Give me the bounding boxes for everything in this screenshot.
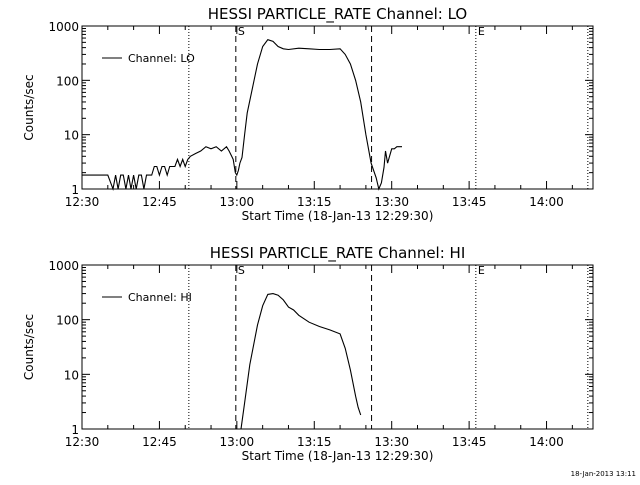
chart2-x-tick-label: 13:15 xyxy=(297,435,332,449)
chart1-x-tick-label: 13:15 xyxy=(297,195,332,209)
chart2-frame xyxy=(81,264,594,430)
chart1-y-tick-label: 1000 xyxy=(48,20,79,34)
chart2-title: HESSI PARTICLE_RATE Channel: HI xyxy=(210,244,466,263)
chart1-x-tick-label: 13:30 xyxy=(374,195,409,209)
chart1-y-axis-label: Counts/sec xyxy=(22,74,36,140)
chart2-x-tick-label: 13:00 xyxy=(220,435,255,449)
chart2-y-tick-label: 1000 xyxy=(48,259,79,273)
chart2-x-tick-label: 12:45 xyxy=(142,435,177,449)
chart2-x-tick-label: 14:00 xyxy=(529,435,564,449)
chart1-x-tick-label: 12:45 xyxy=(142,195,177,209)
chart1-marker-label: E xyxy=(478,25,485,38)
chart1-x-tick-label: 14:00 xyxy=(529,195,564,209)
chart1-y-tick-label: 1 xyxy=(71,183,79,197)
chart2-legend-label: Channel: HI xyxy=(128,291,192,304)
chart1-series-line xyxy=(82,39,402,192)
chart1-x-tick-label: 12:30 xyxy=(65,195,100,209)
chart2-series-line xyxy=(240,293,362,430)
chart1-y-tick-label: 100 xyxy=(56,74,79,88)
chart1-marker-label: S xyxy=(238,25,245,38)
chart2-y-tick-label: 1 xyxy=(71,423,79,437)
chart2-x-tick-label: 13:45 xyxy=(452,435,487,449)
chart1-x-tick-label: 13:45 xyxy=(452,195,487,209)
chart1-legend-label: Channel: LO xyxy=(128,52,195,65)
chart1-x-axis-label: Start Time (18-Jan-13 12:29:30) xyxy=(242,209,434,223)
chart2-x-axis-label: Start Time (18-Jan-13 12:29:30) xyxy=(242,449,434,463)
chart2-marker-label: S xyxy=(238,264,245,277)
chart2-y-tick-label: 100 xyxy=(56,314,79,328)
chart2-x-tick-label: 13:30 xyxy=(374,435,409,449)
chart2-y-tick-label: 10 xyxy=(64,368,79,382)
chart2-y-axis-label: Counts/sec xyxy=(22,314,36,380)
chart1-x-tick-label: 13:00 xyxy=(220,195,255,209)
chart1-frame xyxy=(81,25,594,190)
chart2-marker-label: E xyxy=(478,264,485,277)
chart1-title: HESSI PARTICLE_RATE Channel: LO xyxy=(208,5,467,24)
chart2-x-tick-label: 12:30 xyxy=(65,435,100,449)
chart1-y-tick-label: 10 xyxy=(64,129,79,143)
